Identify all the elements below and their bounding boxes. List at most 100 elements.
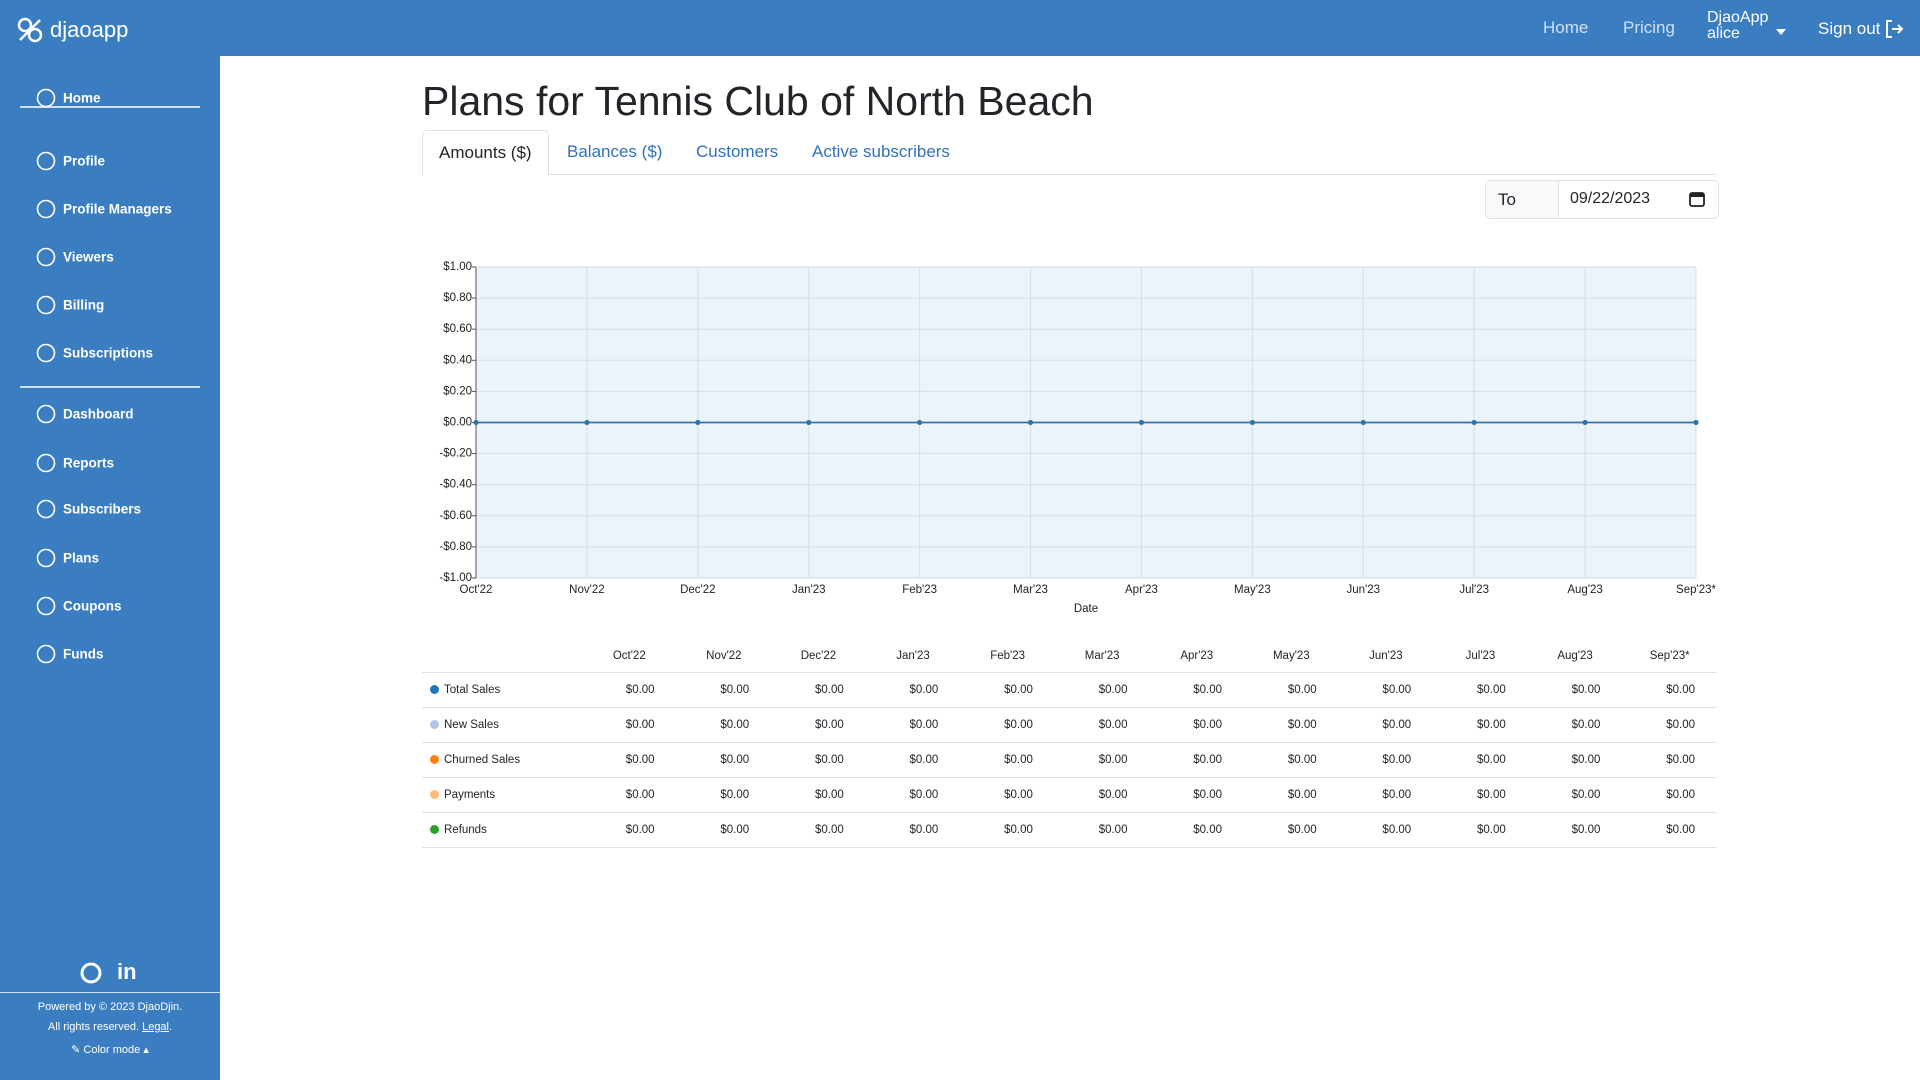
cell: $0.00 [1527,672,1623,708]
column-header: Dec'22 [800,650,837,662]
tab[interactable]: Customers [696,142,779,161]
cell: $0.00 [676,742,772,778]
linkedin-icon[interactable]: in [117,959,137,984]
column-header: Oct'22 [612,650,646,662]
tab[interactable]: Active subscribers [812,142,950,161]
nav-link[interactable]: Pricing [1623,18,1675,37]
cell: $0.00 [1433,812,1528,848]
table-row: Churned Sales $0.00 $0.00 $0.00 $0.00 $0.00 $0… [422,742,1717,778]
icon-shape [36,88,56,108]
legend-dot [430,825,439,834]
cell: $0.00 [865,742,961,778]
cell: $0.00 [960,777,1055,813]
cell: $0.00 [676,777,772,813]
cell: $0.00 [1244,812,1339,848]
footer-separator [0,992,220,993]
calendar-icon [1689,192,1705,207]
cell: $0.00 [1527,812,1623,848]
sidebar-separator [20,106,200,108]
menu-icon [36,453,56,473]
y-tick-label: -$0.20 [439,448,472,460]
cell: $0.00 [865,672,961,708]
menu-item[interactable]: Coupons [63,598,122,614]
cell: $0.00 [582,742,677,778]
menu-item[interactable]: Reports [63,455,115,471]
nav-link[interactable]: Home [1543,18,1589,37]
point [1471,420,1477,425]
icon-shape [36,404,56,424]
cell: $0.00 [1054,812,1150,848]
menu-item[interactable]: Profile Managers [63,201,172,217]
cell: $0.00 [771,812,866,848]
menu-icon [36,404,56,424]
github-icon[interactable] [79,961,103,985]
menu-item[interactable]: Plans [63,550,100,566]
legend-dot [430,790,439,799]
point [1693,420,1699,425]
data-table: Oct'22 Nov'22 Dec'22 Jan'23 Feb'23 Mar'23 Apr'… [422,640,1717,848]
cell: $0.00 [771,742,866,778]
cell: $0.00 [771,707,866,743]
table-row: Total Sales $0.00 $0.00 $0.00 $0.00 $0.00 $0.0… [422,672,1717,708]
column-header: Mar'23 [1084,650,1120,662]
color-mode[interactable]: ✎ Color mode ▴ [71,1044,149,1056]
row-label: Payments [422,777,582,813]
cell: $0.00 [582,672,677,708]
point [695,420,701,425]
point [1138,420,1144,425]
point [473,420,479,425]
cell: $0.00 [1244,672,1339,708]
menu-icon [36,151,56,171]
column-header: May'23 [1272,650,1310,662]
footer-text: Powered by © 2023 DjaoDjin. All rights r… [37,1001,183,1033]
menu-item[interactable]: Home [63,90,101,106]
tab[interactable]: Amounts ($) [422,130,549,176]
cell: $0.00 [1433,672,1528,708]
icon-shape [36,548,56,568]
menu-item[interactable]: Viewers [63,249,114,265]
tab[interactable]: Balances ($) [567,142,663,161]
sign-out[interactable]: Sign out [1818,19,1881,38]
point [584,420,590,425]
cell: $0.00 [1244,707,1339,743]
cell: $0.00 [960,812,1055,848]
x-tick-label: Jul'23 [1459,584,1489,596]
cell: $0.00 [865,777,961,813]
user-name: alice [1707,25,1740,42]
table-row: Refunds $0.00 $0.00 $0.00 $0.00 $0.00 $0.00 $0.… [422,812,1717,848]
cell: $0.00 [1527,777,1623,813]
sidebar: in Powered by © 2023 DjaoDjin. All right… [0,56,220,1080]
menu-item[interactable]: Profile [63,153,106,169]
user-menu[interactable]: DjaoApp alice [1707,10,1768,42]
cell: $0.00 [1149,742,1245,778]
header-row: Oct'22 Nov'22 Dec'22 Jan'23 Feb'23 Mar'23 Apr'… [422,640,1717,673]
cell: $0.00 [865,812,961,848]
y-tick-label: -$1.00 [439,572,472,584]
menu-item[interactable]: Subscriptions [63,345,154,361]
cell: $0.00 [1338,812,1434,848]
column-header: Apr'23 [1180,650,1214,662]
date-input[interactable]: 09/22/2023 [1570,190,1651,207]
point [1360,420,1366,425]
caret [1776,29,1786,35]
brand[interactable]: djaoapp [50,17,129,42]
y-tick-label: $0.60 [443,323,472,335]
cell: $0.00 [582,707,677,743]
x-tick-label: Nov'22 [569,584,604,596]
row-label: New Sales [422,707,582,743]
cell: $0.00 [1054,742,1150,778]
column-header: Feb'23 [990,650,1025,662]
menu-item[interactable]: Funds [63,646,104,662]
cell: $0.00 [1054,672,1150,708]
menu-item[interactable]: Subscribers [63,501,142,517]
menu-item[interactable]: Dashboard [63,406,134,422]
legal-link[interactable]: Legal [142,1021,169,1033]
menu-item[interactable]: Billing [63,297,105,313]
column-header: Jul'23 [1465,650,1496,662]
legend-name: Refunds [444,824,487,836]
top-bar: djaoapp Home Pricing DjaoApp alice Sign o… [0,0,1920,56]
color-mode-label: Color mode [83,1044,141,1056]
menu-icon [36,548,56,568]
x-tick-label: Apr'23 [1125,584,1158,596]
page-title: Plans for Tennis Club of North Beach [422,78,1094,124]
